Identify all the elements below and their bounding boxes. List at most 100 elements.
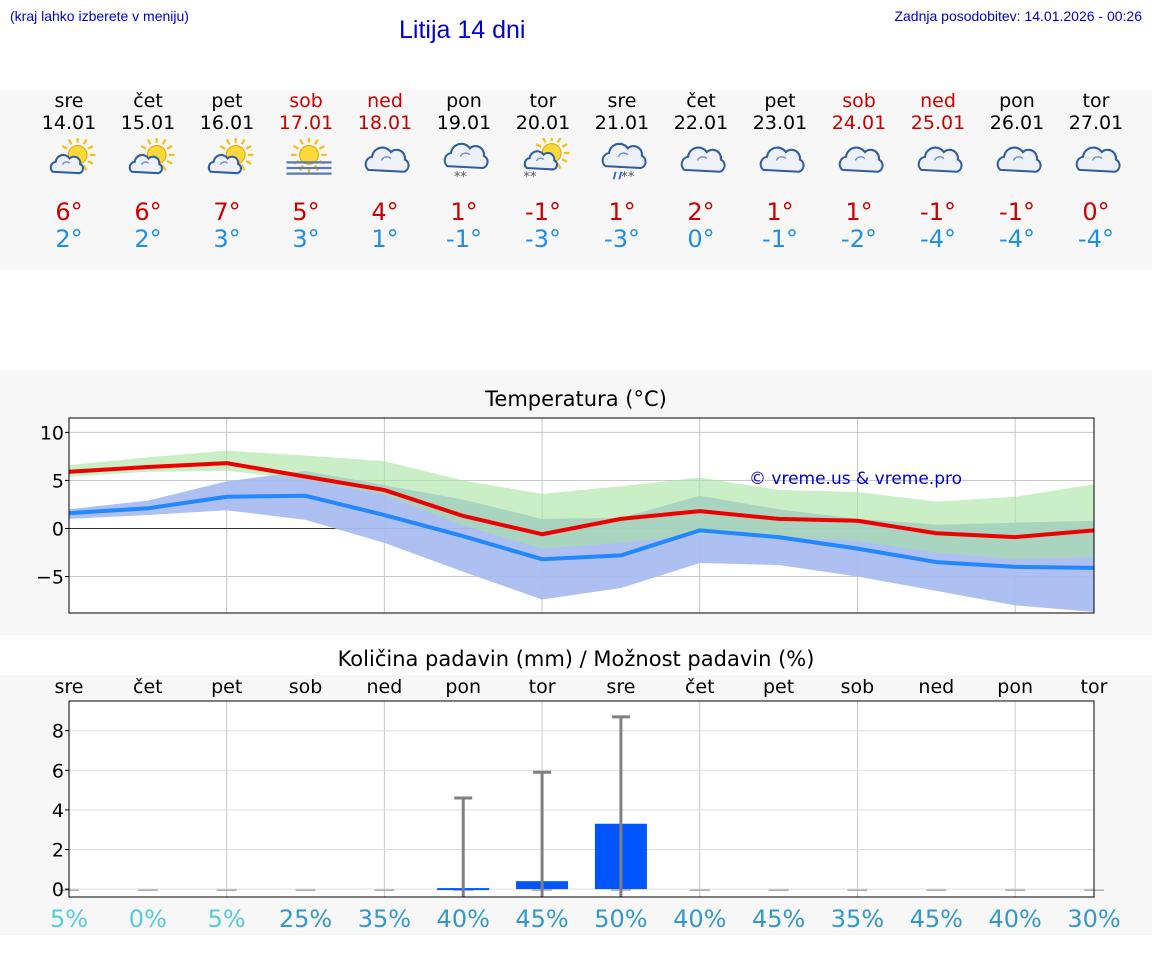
y-tick-label: 2	[52, 839, 64, 861]
day-date: 25.01	[910, 112, 966, 134]
precipitation-probability: 5%	[50, 905, 88, 933]
cloud-icon	[917, 146, 963, 173]
max-temperature: 1°	[845, 198, 873, 226]
min-temperature: 2°	[55, 225, 83, 253]
max-temperature: 2°	[687, 198, 715, 226]
day-column: sob 17.01 5° 3°	[266, 90, 346, 260]
day-column: tor 20.01 ** -1° -3°	[503, 90, 583, 260]
min-temperature: 2°	[134, 225, 162, 253]
day-date: 21.01	[594, 112, 650, 134]
day-column: ned 18.01 4° 1°	[345, 90, 425, 260]
day-date: 16.01	[199, 112, 255, 134]
cloud-snow-icon: **	[443, 142, 489, 183]
cloud-icon	[1075, 146, 1121, 173]
plot-area	[69, 701, 1094, 897]
max-temperature: -1°	[920, 198, 956, 226]
svg-text:**: **	[524, 170, 538, 183]
min-temperature: 3°	[292, 225, 320, 253]
precipitation-chart-title: Količina padavin (mm) / Možnost padavin …	[337, 647, 815, 671]
max-temperature: -1°	[999, 198, 1035, 226]
sun-cloud-icon	[49, 138, 96, 175]
day-name: pon	[446, 90, 482, 112]
max-temperature: 1°	[766, 198, 794, 226]
day-label: pet	[211, 676, 242, 698]
day-column: pet 16.01 7° 3°	[187, 90, 267, 260]
day-label: pet	[763, 676, 794, 698]
min-temperature: 1°	[371, 225, 399, 253]
y-tick-label: 6	[52, 760, 64, 782]
cloud-icon	[996, 146, 1042, 173]
page-title: Litija 14 dni	[399, 16, 526, 44]
day-label: čet	[133, 676, 163, 698]
y-tick-label: 0	[52, 518, 64, 540]
day-column: čet 22.01 2° 0°	[661, 90, 741, 260]
day-name: ned	[920, 90, 956, 112]
precipitation-probability: 5%	[208, 905, 246, 933]
day-column: pon 19.01 ** 1° -1°	[424, 90, 504, 260]
min-temperature: 0°	[687, 225, 715, 253]
precipitation-probability: 40%	[437, 905, 490, 933]
min-temperature: -3°	[604, 225, 640, 253]
day-name: tor	[529, 90, 557, 112]
precipitation-probability: 35%	[831, 905, 884, 933]
y-tick-label: 8	[52, 721, 64, 743]
cloud-icon	[838, 146, 884, 173]
max-range-band	[69, 450, 1094, 560]
temperature-chart-title: Temperatura (°C)	[485, 387, 667, 411]
precipitation-probability: 0%	[129, 905, 167, 933]
cloud-sleet-icon: **	[601, 142, 647, 183]
plot-frame	[68, 417, 1095, 614]
sun-cloud-icon	[207, 138, 254, 175]
max-temperature: -1°	[525, 198, 561, 226]
max-temperature: 1°	[608, 198, 636, 226]
max-temperature: 6°	[55, 198, 83, 226]
watermark: © vreme.us & vreme.pro	[749, 469, 962, 489]
temperature-chart: 10 5 0 −5 © vreme.us & vreme.pro	[36, 417, 1095, 614]
max-temperature: 6°	[134, 198, 162, 226]
precipitation-probability: 45%	[752, 905, 805, 933]
day-column: pet 23.01 1° -1°	[740, 90, 820, 260]
day-name: sob	[842, 90, 876, 112]
day-date: 17.01	[278, 112, 334, 134]
day-name: sob	[289, 90, 323, 112]
precipitation-probability: 50%	[594, 905, 647, 933]
day-name: tor	[1082, 90, 1110, 112]
day-label: sre	[606, 676, 635, 698]
min-temperature: -4°	[920, 225, 956, 253]
day-date: 22.01	[673, 112, 729, 134]
y-tick-label: 4	[52, 800, 64, 822]
day-date: 20.01	[515, 112, 571, 134]
min-temperature: -4°	[999, 225, 1035, 253]
precipitation-probability: 25%	[279, 905, 332, 933]
day-label: sob	[289, 676, 323, 698]
day-date: 19.01	[436, 112, 492, 134]
day-label: tor	[529, 676, 556, 698]
min-temperature: 3°	[213, 225, 241, 253]
max-temperature: 4°	[371, 198, 399, 226]
day-date: 18.01	[357, 112, 413, 134]
day-label: sre	[55, 676, 84, 698]
y-tick-label: −5	[36, 566, 64, 588]
day-date: 23.01	[752, 112, 808, 134]
svg-text:**: **	[454, 170, 468, 183]
svg-text:**: **	[621, 170, 635, 183]
max-temperature: 1°	[450, 198, 478, 226]
day-label: ned	[366, 676, 402, 698]
max-temperature: 0°	[1082, 198, 1110, 226]
max-temperature: 7°	[213, 198, 241, 226]
precipitation-probability: 30%	[1067, 905, 1120, 933]
precipitation-probability: 35%	[358, 905, 411, 933]
day-column: sre 21.01 ** 1° -3°	[582, 90, 662, 260]
precipitation-probability: 45%	[515, 905, 568, 933]
day-date: 14.01	[41, 112, 97, 134]
daily-forecast-strip: sre 14.01 6° 2° čet 15.01 6° 2° pet 16.01 7° 3° sob 1…	[0, 90, 1152, 270]
min-temperature: -3°	[525, 225, 561, 253]
precipitation-probability: 45%	[910, 905, 963, 933]
cloud-icon	[759, 146, 805, 173]
last-updated: Zadnja posodobitev: 14.01.2026 - 00:26	[894, 8, 1142, 24]
min-temperature: -1°	[446, 225, 482, 253]
plot-frame	[68, 700, 1095, 898]
day-column: ned 25.01 -1° -4°	[898, 90, 978, 260]
precipitation-probability: 40%	[988, 905, 1041, 933]
day-date: 15.01	[120, 112, 176, 134]
